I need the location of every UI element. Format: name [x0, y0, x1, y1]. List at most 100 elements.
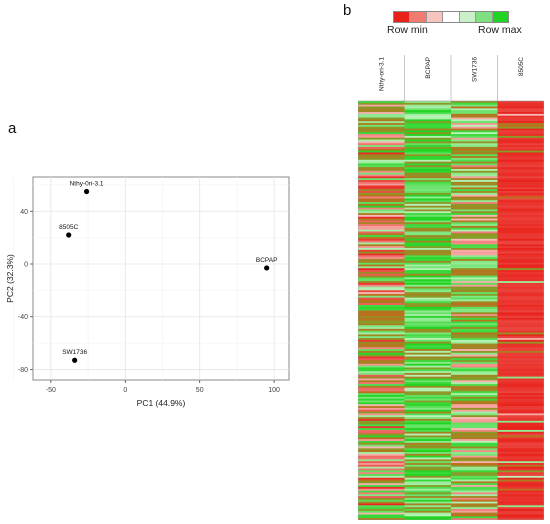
heatmap-cell [358, 192, 405, 196]
heatmap-cell [497, 194, 544, 197]
data-point [83, 188, 90, 195]
heatmap-cell [404, 192, 452, 196]
heatmap-cell [404, 301, 452, 304]
heatmap-cell [451, 349, 498, 352]
heatmap-cell [404, 485, 452, 488]
heatmap-cell [358, 514, 405, 517]
heatmap-cell [404, 134, 452, 137]
heatmap-cell [451, 503, 498, 506]
heatmap-cell [404, 167, 452, 170]
heatmap-cell [404, 312, 452, 315]
heatmap-cell [358, 507, 405, 510]
heatmap-cell [451, 262, 498, 265]
heatmap-cell [451, 299, 498, 302]
heatmap-cell [358, 474, 405, 477]
heatmap-cell [404, 492, 452, 495]
heatmap-cell [404, 218, 452, 221]
color-scale-cell-0 [394, 12, 411, 22]
heatmap-cell [497, 268, 544, 271]
heatmap-cell [358, 152, 405, 155]
heatmap-cell [358, 334, 405, 337]
heatmap-cell [404, 468, 452, 471]
heatmap-cell [497, 349, 544, 352]
heatmap-cell [358, 306, 405, 310]
x-tick-label: 50 [196, 387, 204, 394]
heatmap-cell [497, 145, 544, 148]
heatmap-cell [497, 303, 544, 306]
heatmap-cell [497, 222, 544, 225]
heatmap-cell [497, 361, 544, 365]
heatmap-cell [358, 475, 405, 479]
heatmap-cell [358, 167, 405, 170]
heatmap-cell [404, 121, 452, 124]
heatmap-cell [358, 236, 405, 240]
heatmap-cell [358, 446, 405, 449]
heatmap-cell [451, 492, 498, 495]
heatmap-cell [497, 176, 544, 179]
heatmap-cell [358, 363, 405, 367]
heatmap-cell [358, 415, 405, 418]
heatmap-cell [451, 101, 498, 104]
heatmap-cell [497, 101, 544, 104]
heatmap-cell [358, 203, 405, 207]
heatmap-cell [404, 257, 452, 260]
heatmap-cell [497, 508, 544, 512]
x-axis-title: PC1 (44.9%) [137, 398, 186, 408]
heatmap-cell [497, 231, 544, 234]
heatmap-cell [497, 402, 544, 405]
heatmap-cell [404, 135, 452, 139]
heatmap-cell [404, 431, 452, 435]
heatmap-cell [451, 369, 498, 372]
heatmap-cell [358, 413, 405, 416]
heatmap-cell [358, 170, 405, 174]
heatmap-cell [404, 496, 452, 499]
heatmap-cell [358, 146, 405, 150]
heatmap-cell [358, 319, 405, 322]
heatmap-cell [451, 429, 498, 433]
heatmap-cell [358, 417, 405, 420]
heatmap-cell [497, 391, 544, 394]
heatmap-cell [404, 246, 452, 249]
heatmap-cell [497, 497, 544, 501]
heatmap-cell [451, 426, 498, 429]
heatmap-cell [497, 369, 544, 372]
heatmap-cell [404, 236, 452, 240]
heatmap-cell [404, 220, 452, 223]
data-point [264, 265, 270, 271]
heatmap-cell [451, 356, 498, 359]
heatmap-cell [404, 183, 452, 186]
heatmap-cell [451, 488, 498, 491]
heatmap-cell [358, 141, 405, 144]
heatmap-cell [497, 293, 544, 297]
heatmap-cell [497, 503, 544, 506]
heatmap-cell [404, 463, 452, 466]
heatmap-cell [451, 260, 498, 264]
heatmap-cell [358, 510, 405, 514]
heatmap-cell [358, 161, 405, 164]
heatmap-cell [497, 242, 544, 245]
heatmap-cell [451, 508, 498, 512]
heatmap-cell [358, 308, 405, 311]
heatmap-cell [404, 417, 452, 420]
heatmap-cell [497, 343, 544, 346]
heatmap-cell [358, 472, 405, 475]
heatmap-cell [358, 428, 405, 431]
heatmap-cell [404, 146, 452, 150]
heatmap-cell [451, 323, 498, 326]
heatmap-cell [358, 137, 405, 140]
heatmap-cell [358, 209, 405, 212]
heatmap-cell [497, 279, 544, 282]
heatmap-cell [404, 306, 452, 310]
heatmap-cell [497, 277, 544, 280]
color-scale-cell-4 [459, 12, 477, 22]
heatmap-cell [451, 396, 498, 400]
heatmap-cell [497, 485, 544, 488]
heatmap-cell [497, 132, 544, 135]
heatmap-cell [404, 475, 452, 479]
heatmap-cell [451, 481, 498, 484]
heatmap-cell [451, 139, 498, 142]
heatmap-cell [497, 266, 544, 269]
heatmap-cell [497, 372, 544, 376]
heatmap-cell [358, 444, 405, 447]
heatmap-cell [497, 257, 544, 260]
